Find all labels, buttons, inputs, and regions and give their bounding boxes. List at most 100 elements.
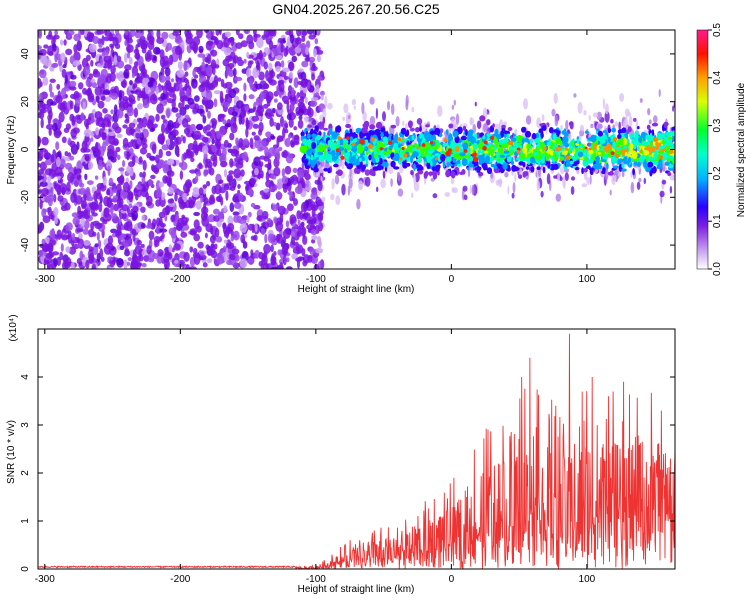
spectrogram-cell <box>647 155 651 162</box>
spectrogram-cell <box>461 158 468 167</box>
spectrogram-cell <box>127 141 134 148</box>
spectrogram-cell <box>232 230 240 241</box>
spectrogram-cell <box>419 134 422 139</box>
spectrogram-cell <box>294 241 299 247</box>
spectrogram-cell <box>217 77 222 82</box>
spectrogram-cell <box>588 114 591 122</box>
spectrogram-cell <box>349 144 352 150</box>
spectrogram-cell <box>201 136 209 143</box>
spectrogram-cell <box>222 223 228 235</box>
spectrogram-cell <box>147 32 152 41</box>
spectrogram-cell <box>166 159 175 165</box>
spectrogram-cell <box>53 182 57 190</box>
spectrogram-cell <box>361 166 365 171</box>
spectrogram-y-axis-label: Frequency (Hz) <box>6 116 17 185</box>
spectrogram-cell <box>461 169 466 175</box>
spectrogram-cell <box>74 98 81 107</box>
spectrogram-cell <box>282 255 287 266</box>
spectrogram-cell <box>110 93 119 100</box>
spectrogram-cell <box>228 170 234 175</box>
spectrogram-cell <box>284 165 292 175</box>
spectrogram-cell <box>530 166 535 173</box>
spectrogram-cell <box>302 86 308 94</box>
spectrogram-cell <box>106 159 112 171</box>
spectrogram-cell <box>159 49 165 60</box>
spectrogram-cell <box>311 133 317 138</box>
spectrogram-cell <box>229 253 236 261</box>
spectrogram-cell <box>642 141 649 147</box>
spectrogram-cell <box>126 106 134 117</box>
spectrogram-cell <box>570 186 575 195</box>
spectrogram-heatmap <box>38 30 675 269</box>
spectrogram-cell <box>559 140 563 146</box>
spectrogram-cell <box>522 171 527 178</box>
spectrogram-cell <box>304 57 311 62</box>
spectrogram-cell <box>234 76 243 82</box>
spectrogram-cell <box>189 126 194 134</box>
spectrogram-cell <box>70 261 75 269</box>
spectrogram-cell <box>213 90 222 95</box>
spectrogram-cell <box>478 148 482 154</box>
spectrogram-cell <box>404 132 409 137</box>
spectrogram-cell <box>61 136 67 144</box>
spectrogram-cell <box>380 178 386 189</box>
spectrogram-cell <box>264 163 272 168</box>
spectrogram-cell <box>254 138 260 149</box>
spectrogram-cell <box>594 142 597 151</box>
spectrogram-cell <box>145 224 153 229</box>
spectrogram-cell <box>44 149 49 159</box>
spectrogram-cell <box>68 246 77 255</box>
spectrogram-cell <box>669 185 673 194</box>
spectrogram-cell <box>228 87 234 95</box>
spectrogram-cell <box>196 124 203 131</box>
spectrogram-cell <box>637 146 640 152</box>
spectrogram-cell <box>270 135 276 140</box>
spectrogram-cell <box>231 149 240 154</box>
spectrogram-cell <box>508 146 514 151</box>
spectrogram-cell <box>134 78 142 84</box>
spectrogram-cell <box>164 67 171 77</box>
spectrogram-cell <box>164 214 168 222</box>
spectrogram-cell <box>657 150 664 154</box>
spectrogram-cell <box>495 179 502 186</box>
spectrogram-cell <box>186 87 190 98</box>
spectrogram-cell <box>440 154 446 162</box>
spectrogram-cell <box>140 222 146 229</box>
spectrogram-cell <box>462 142 469 151</box>
spectrogram-cell <box>382 170 386 179</box>
spectrogram-cell <box>142 142 148 149</box>
spectrogram-cell <box>137 103 143 110</box>
spectrogram-cell <box>214 227 220 238</box>
spectrogram-cell <box>643 150 650 156</box>
spectrogram-cell <box>223 183 230 191</box>
spectrogram-cell <box>584 149 589 155</box>
spectrogram-cell <box>481 162 488 169</box>
y-tick-label: 2 <box>20 470 31 476</box>
spectrogram-cell <box>315 126 319 133</box>
spectrogram-cell <box>134 157 141 164</box>
spectrogram-cell <box>378 155 381 159</box>
spectrogram-cell <box>577 151 584 158</box>
spectrogram-cell <box>516 135 523 143</box>
spectrogram-cell <box>612 165 619 169</box>
spectrogram-cell <box>445 156 452 163</box>
spectrogram-cell <box>393 166 400 170</box>
spectrogram-cell <box>597 151 601 156</box>
spectrogram-cell <box>442 142 449 147</box>
spectrogram-cell <box>153 46 161 55</box>
spectrogram-cell <box>187 143 195 151</box>
spectrogram-cell <box>128 192 133 203</box>
spectrogram-cell <box>227 37 233 43</box>
spectrogram-cell <box>134 52 141 60</box>
spectrogram-cell <box>364 169 371 176</box>
spectrogram-cell <box>172 93 177 102</box>
spectrogram-cell <box>417 170 424 175</box>
spectrogram-cell <box>156 103 164 114</box>
spectrogram-cell <box>160 192 166 201</box>
spectrogram-cell <box>129 80 133 86</box>
spectrogram-cell <box>371 130 376 136</box>
spectrogram-cell <box>76 228 84 233</box>
spectrogram-cell <box>96 231 100 241</box>
spectrogram-cell <box>541 125 547 131</box>
